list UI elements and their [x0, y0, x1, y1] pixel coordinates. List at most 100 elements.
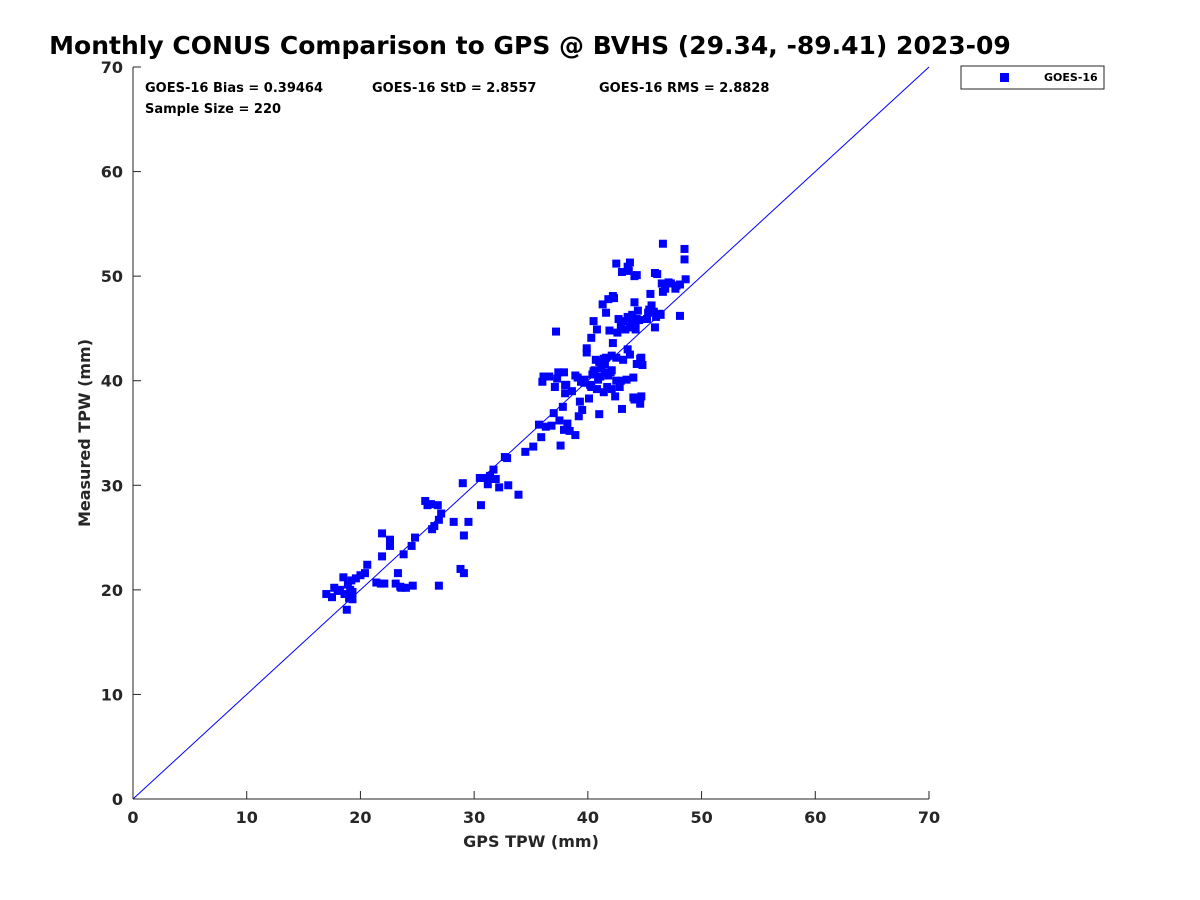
data-point [624, 266, 633, 275]
data-point [491, 475, 500, 484]
data-point [351, 574, 360, 583]
data-point [378, 529, 387, 538]
data-point [607, 385, 616, 394]
data-point [623, 312, 632, 321]
stat-rms: GOES-16 RMS = 2.8828 [599, 81, 769, 96]
y-axis-label: Measured TPW (mm) [75, 339, 94, 527]
data-point [458, 479, 467, 488]
data-point [646, 289, 655, 298]
data-point [635, 316, 644, 325]
data-point [592, 325, 601, 334]
data-point [603, 382, 612, 391]
data-point [675, 311, 684, 320]
data-point [650, 323, 659, 332]
data-point [343, 580, 352, 589]
x-tick-label: 60 [804, 808, 826, 827]
data-point [380, 579, 389, 588]
stat-bias: GOES-16 Bias = 0.39464 [145, 81, 323, 96]
x-tick-label: 70 [918, 808, 940, 827]
y-axis-ticks: 0 10 20 30 40 50 60 70 [101, 58, 141, 809]
data-point [475, 473, 484, 482]
data-point [411, 533, 420, 542]
data-point [521, 447, 530, 456]
data-point [680, 244, 689, 253]
data-point [559, 368, 568, 377]
data-point [322, 590, 331, 599]
data-point [549, 409, 558, 418]
data-point [645, 305, 654, 314]
data-point [599, 354, 608, 363]
data-point [637, 353, 646, 362]
data-point [632, 271, 641, 280]
data-point [434, 515, 443, 524]
data-point [637, 392, 646, 401]
data-point [621, 325, 630, 334]
data-point [565, 426, 574, 435]
data-point [434, 581, 443, 590]
data-point [571, 431, 580, 440]
axes [132, 67, 929, 800]
data-point [612, 353, 621, 362]
data-point [421, 496, 430, 505]
x-tick-label: 10 [236, 808, 258, 827]
data-point [595, 357, 604, 366]
data-point [607, 351, 616, 360]
data-point [401, 583, 410, 592]
data-point [553, 374, 562, 383]
data-point [363, 560, 372, 569]
data-point [580, 378, 589, 387]
data-point [459, 569, 468, 578]
data-point [555, 416, 564, 425]
data-point [348, 587, 357, 596]
data-point [638, 361, 647, 370]
data-point [391, 579, 400, 588]
data-point [556, 441, 565, 450]
one-to-one-line [132, 66, 930, 800]
data-point [573, 373, 582, 382]
data-point [541, 422, 550, 431]
data-point [574, 412, 583, 421]
data-point [613, 328, 622, 337]
data-point [607, 366, 616, 375]
data-point [545, 372, 554, 381]
chart-title: Monthly CONUS Comparison to GPS @ BVHS (… [49, 31, 1011, 60]
data-point [675, 280, 684, 289]
data-point [561, 389, 570, 398]
data-point [642, 315, 651, 324]
data-point [335, 585, 344, 594]
x-tick-label: 50 [690, 808, 712, 827]
y-tick-label: 30 [101, 476, 123, 495]
data-point [681, 275, 690, 284]
data-point [578, 405, 587, 414]
data-point [534, 420, 543, 429]
data-point [653, 270, 662, 279]
data-point [633, 306, 642, 315]
y-tick-label: 10 [101, 685, 123, 704]
data-point [538, 377, 547, 386]
y-tick-label: 50 [101, 267, 123, 286]
data-point [680, 255, 689, 264]
stat-std: GOES-16 StD = 2.8557 [372, 81, 536, 96]
y-tick-label: 60 [101, 163, 123, 182]
x-axis-ticks: 0 10 20 30 40 50 60 70 [127, 791, 940, 827]
data-point [656, 310, 665, 319]
data-point [627, 320, 636, 329]
y-tick-label: 0 [112, 790, 123, 809]
data-point [617, 267, 626, 276]
data-point [657, 279, 666, 288]
data-point [582, 344, 591, 353]
data-point [649, 307, 658, 316]
data-point [617, 404, 626, 413]
data-point [393, 569, 402, 578]
data-point [614, 315, 623, 324]
data-point [666, 279, 675, 288]
data-point [619, 355, 628, 364]
data-point [483, 480, 492, 489]
data-point [480, 473, 489, 482]
data-point [328, 593, 336, 602]
data-point [537, 433, 546, 442]
data-point [632, 359, 641, 368]
data-point [558, 402, 567, 411]
data-point [437, 509, 446, 518]
